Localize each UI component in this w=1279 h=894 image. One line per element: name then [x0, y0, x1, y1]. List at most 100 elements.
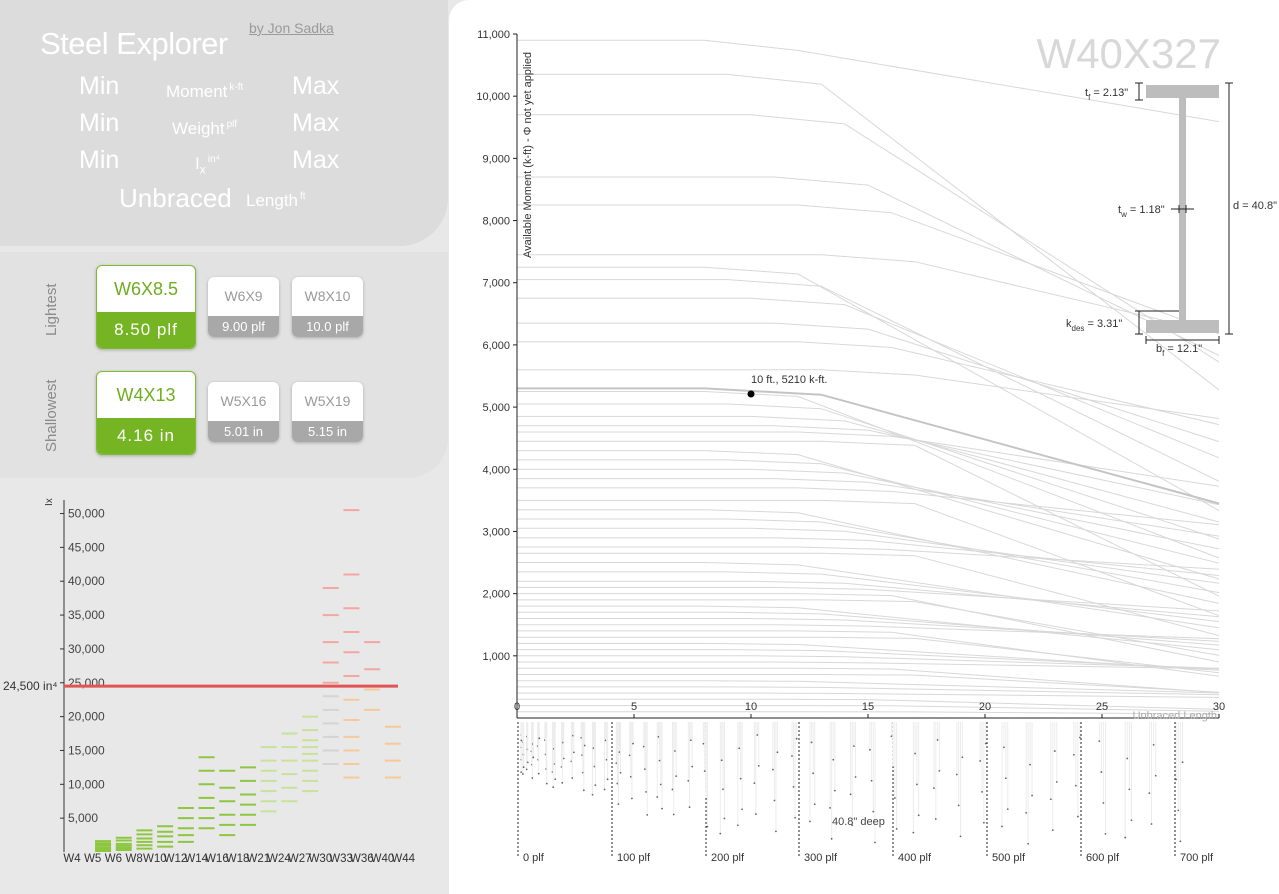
strip-point[interactable]: [659, 783, 662, 786]
strip-point[interactable]: [642, 745, 645, 748]
strip-point[interactable]: [773, 799, 776, 802]
strip-point[interactable]: [984, 742, 987, 745]
moment-curve[interactable]: [517, 686, 1220, 696]
strip-point[interactable]: [656, 796, 659, 798]
strip-point[interactable]: [532, 756, 535, 759]
moment-min-input[interactable]: Min: [79, 72, 120, 100]
strip-point[interactable]: [852, 745, 855, 748]
strip-point[interactable]: [691, 765, 694, 768]
strip-point[interactable]: [572, 751, 575, 754]
strip-point[interactable]: [794, 816, 796, 819]
moment-curve[interactable]: [517, 661, 1220, 670]
strip-point[interactable]: [872, 810, 875, 813]
strip-point[interactable]: [893, 797, 896, 799]
strip-point[interactable]: [775, 830, 777, 833]
strip-point[interactable]: [1102, 802, 1105, 804]
moment-curve[interactable]: [517, 431, 1220, 487]
weight-max-input[interactable]: Max: [292, 109, 340, 137]
moment-curve[interactable]: [517, 692, 1220, 698]
strip-point[interactable]: [1006, 808, 1009, 811]
strip-point[interactable]: [854, 776, 857, 778]
strip-point[interactable]: [869, 748, 871, 751]
shallowest-best-card[interactable]: W4X13 4.16 in: [96, 371, 196, 455]
strip-point[interactable]: [917, 814, 920, 817]
strip-point[interactable]: [719, 832, 722, 835]
strip-point[interactable]: [1001, 825, 1003, 828]
strip-point[interactable]: [689, 739, 692, 742]
strip-point[interactable]: [1124, 836, 1127, 839]
strip-point[interactable]: [892, 766, 895, 769]
moment-curve[interactable]: [517, 73, 1220, 391]
strip-point[interactable]: [753, 782, 756, 785]
strip-point[interactable]: [619, 771, 622, 774]
moment-curve[interactable]: [517, 655, 1220, 669]
strip-point[interactable]: [1055, 781, 1058, 783]
strip-point[interactable]: [520, 739, 523, 742]
lightest-best-card[interactable]: W6X8.5 8.50 plf: [96, 265, 196, 349]
strip-point[interactable]: [631, 797, 633, 800]
strip-point[interactable]: [809, 820, 811, 823]
moment-curve[interactable]: [517, 599, 1220, 656]
strip-point[interactable]: [1031, 794, 1033, 797]
strip-point[interactable]: [957, 804, 960, 807]
strip-point[interactable]: [603, 788, 606, 791]
strip-point[interactable]: [706, 825, 709, 828]
strip-point[interactable]: [1154, 774, 1157, 777]
ix-max-input[interactable]: Max: [292, 146, 340, 174]
strip-point[interactable]: [756, 734, 759, 736]
strip-point[interactable]: [545, 782, 548, 785]
strip-point[interactable]: [703, 770, 706, 773]
strip-point[interactable]: [736, 824, 739, 827]
strip-point[interactable]: [520, 771, 523, 774]
moment-curve[interactable]: [517, 698, 1220, 710]
strip-point[interactable]: [561, 781, 564, 784]
strip-point[interactable]: [1027, 842, 1030, 845]
strip-point[interactable]: [829, 807, 831, 809]
moment-curve[interactable]: [517, 266, 1220, 512]
strip-point[interactable]: [791, 755, 793, 757]
moment-curve[interactable]: [517, 580, 1220, 618]
strip-point[interactable]: [934, 818, 937, 820]
moment-curve[interactable]: [517, 322, 1220, 443]
strip-point[interactable]: [591, 793, 594, 796]
strip-point[interactable]: [870, 779, 873, 782]
moment-curve[interactable]: [517, 478, 1220, 537]
strip-point[interactable]: [813, 803, 816, 806]
strip-point[interactable]: [874, 841, 876, 844]
strip-point[interactable]: [812, 772, 815, 775]
strip-point[interactable]: [741, 808, 743, 811]
strip-point[interactable]: [1004, 777, 1007, 780]
moment-curve[interactable]: [517, 176, 1220, 356]
strip-point[interactable]: [616, 782, 619, 785]
lightest-alt-card[interactable]: W8X10 10.0 plf: [292, 277, 363, 337]
strip-point[interactable]: [738, 747, 741, 750]
moment-curve[interactable]: [517, 611, 1220, 646]
lightest-alt-card[interactable]: W6X9 9.00 plf: [208, 277, 279, 337]
strip-point[interactable]: [1128, 788, 1131, 791]
strip-point[interactable]: [702, 742, 705, 745]
moment-curve[interactable]: [517, 369, 1220, 419]
strip-point[interactable]: [890, 735, 893, 738]
strip-point[interactable]: [983, 821, 985, 824]
strip-point[interactable]: [961, 756, 964, 759]
strip-point[interactable]: [981, 790, 983, 793]
strip-point[interactable]: [594, 784, 597, 787]
strip-point[interactable]: [979, 760, 982, 762]
moment-curve[interactable]: [517, 450, 1220, 580]
strip-point[interactable]: [1003, 746, 1005, 749]
strip-point[interactable]: [526, 761, 529, 764]
strip-point[interactable]: [1181, 761, 1184, 764]
strip-point[interactable]: [675, 775, 678, 777]
strip-point[interactable]: [661, 807, 663, 810]
highlight-curve-path[interactable]: [517, 387, 1220, 505]
strip-point[interactable]: [646, 813, 649, 816]
moment-curve[interactable]: [517, 341, 1220, 426]
strip-point[interactable]: [1029, 763, 1031, 766]
strip-point[interactable]: [688, 806, 691, 809]
strip-point[interactable]: [1177, 809, 1180, 812]
shallowest-alt-card[interactable]: W5X19 5.15 in: [292, 382, 363, 442]
strip-point[interactable]: [1049, 798, 1052, 801]
strip-point[interactable]: [955, 773, 958, 776]
strip-point[interactable]: [936, 739, 939, 741]
strip-point[interactable]: [1076, 815, 1079, 818]
